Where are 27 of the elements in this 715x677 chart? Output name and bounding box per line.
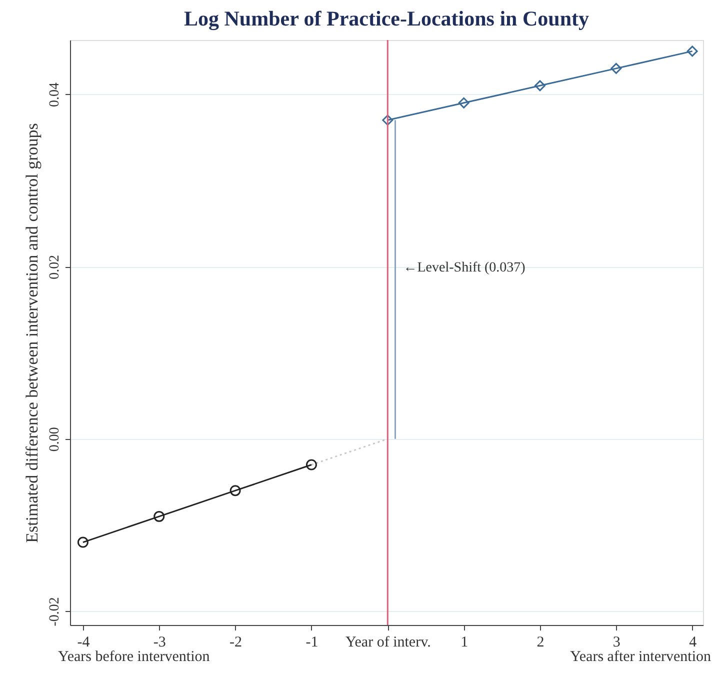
chart-title: Log Number of Practice-Locations in County	[184, 6, 590, 30]
x-tick-label: 3	[612, 634, 620, 650]
point	[77, 536, 88, 548]
x-tick-label: 4	[689, 634, 698, 650]
y-tick-label: -0.02	[48, 597, 62, 626]
point	[382, 114, 394, 126]
point	[230, 485, 241, 496]
y-axis-title: Estimated difference between intervention and control groups	[22, 123, 42, 543]
point	[686, 46, 698, 57]
x-tick-label: -4	[77, 634, 90, 650]
x-tick-label: -2	[230, 634, 242, 650]
x-tick-label: 1	[460, 634, 468, 650]
x-tick-label: Year of interv.	[345, 634, 431, 650]
point	[534, 80, 546, 92]
point	[610, 62, 622, 74]
point	[458, 97, 470, 108]
annotation: ←Level-Shift (0.037)	[403, 260, 526, 276]
y-tick-label: 0.04	[48, 82, 62, 108]
text: Years after intervention	[570, 649, 712, 665]
y-tick-label: 0.02	[48, 254, 62, 280]
point	[154, 510, 165, 522]
x-tick-label: 2	[536, 634, 544, 650]
x-tick-label: -3	[153, 634, 166, 650]
x-tick-label: -1	[306, 634, 318, 650]
y-tick-label: 0.00	[48, 427, 62, 452]
text: Years before intervention	[58, 649, 210, 665]
point	[306, 459, 317, 470]
